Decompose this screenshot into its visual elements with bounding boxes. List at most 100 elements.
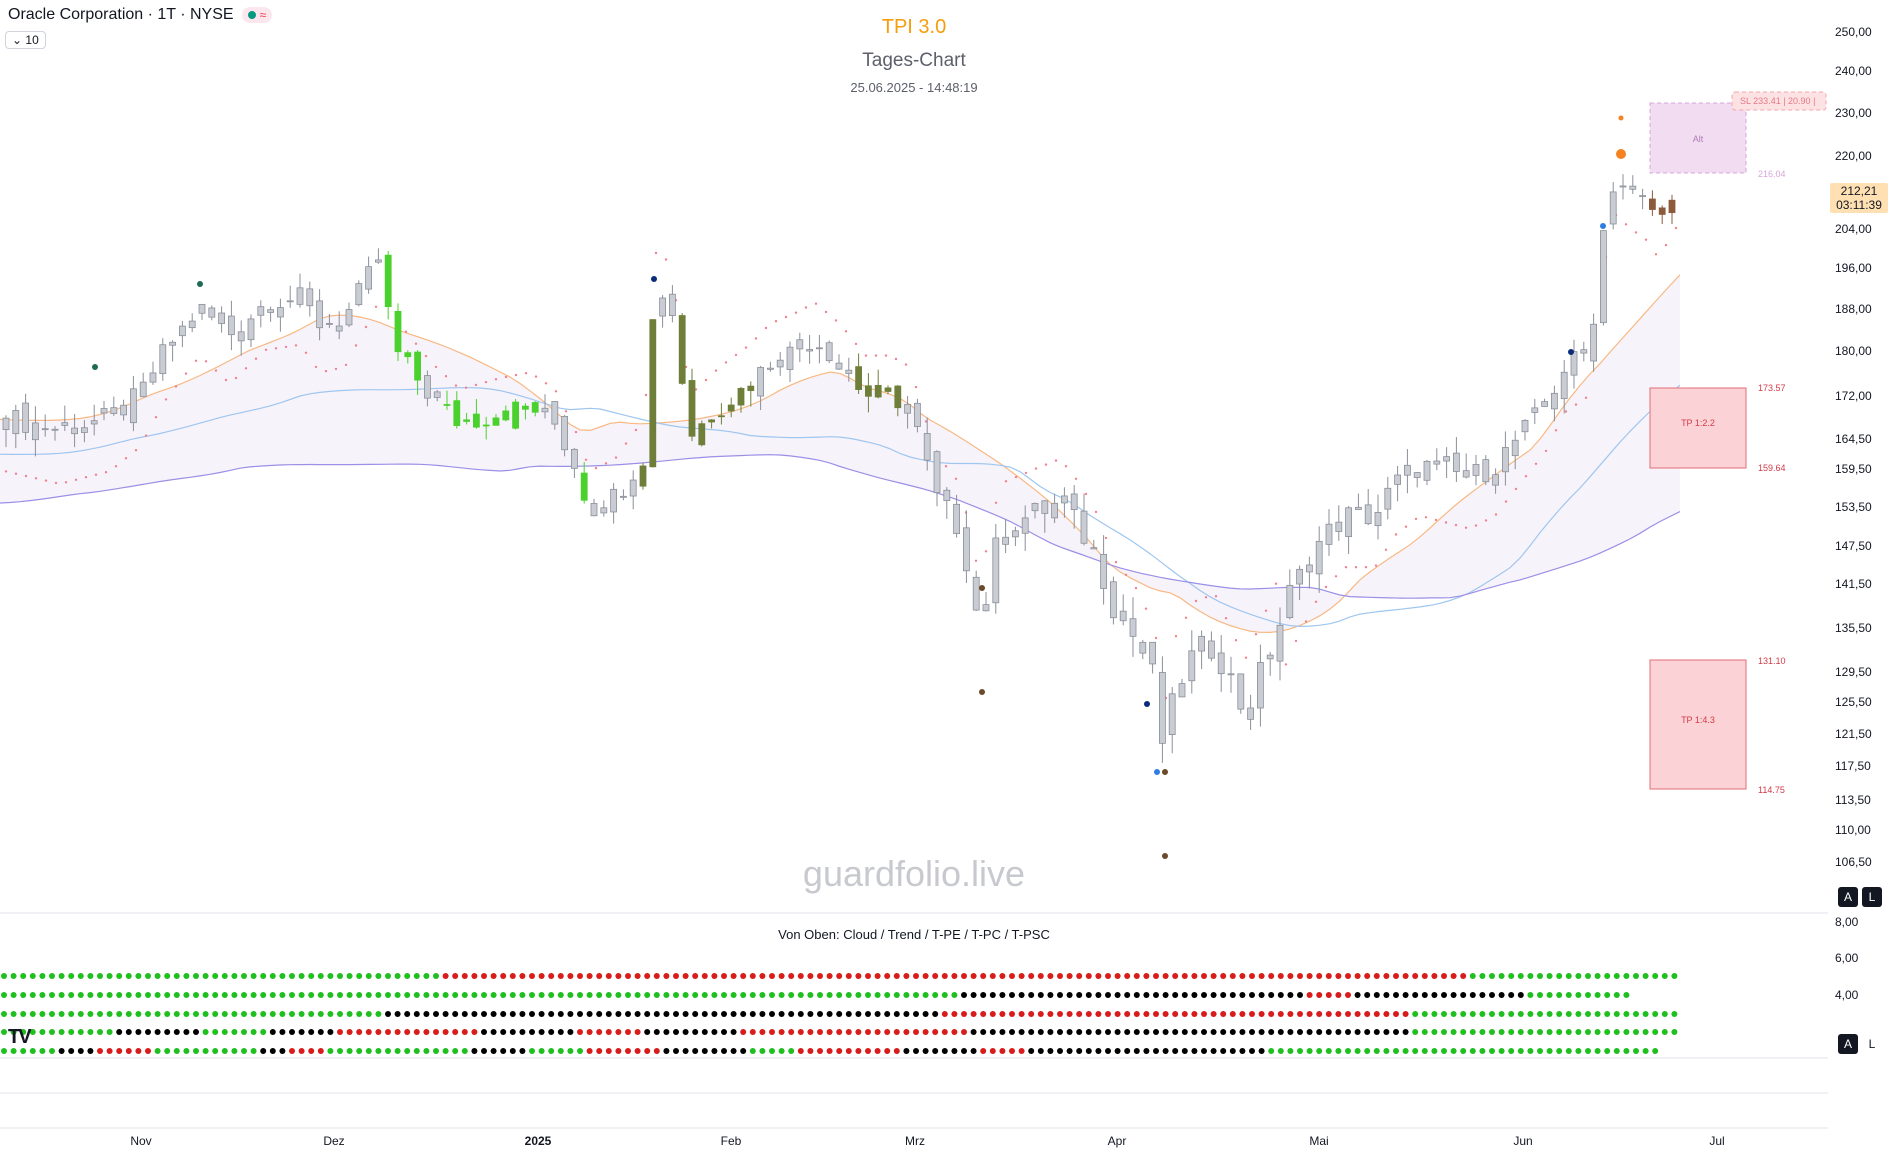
- signal-dot: [327, 992, 334, 998]
- candle: [1590, 313, 1597, 372]
- signal-dot: [1066, 1029, 1073, 1035]
- signal-dot: [615, 973, 622, 979]
- candle: [708, 419, 715, 429]
- signal-dot: [605, 992, 612, 998]
- signal-dot: [260, 992, 267, 998]
- signal-dot: [634, 973, 641, 979]
- signal-dot: [433, 992, 439, 998]
- signal-dot: [1613, 992, 1620, 998]
- candle-body: [933, 451, 941, 494]
- signal-dot: [596, 1048, 603, 1054]
- trailing-stop-dot: [764, 326, 768, 330]
- symbol-legend[interactable]: Oracle Corporation · 1T · NYSE ≈: [8, 6, 273, 24]
- trailing-stop-dot: [664, 258, 668, 261]
- signal-dot: [663, 992, 670, 998]
- signal-dot: [1210, 1048, 1217, 1054]
- signal-dot: [365, 1048, 372, 1054]
- alt-value-label: 216.04: [1758, 169, 1786, 179]
- signal-dot: [125, 992, 132, 998]
- candle-body: [698, 423, 706, 446]
- signal-dot: [1546, 1029, 1553, 1035]
- signal-dot: [1181, 992, 1188, 998]
- candle-body: [904, 404, 911, 414]
- signal-dot: [183, 1029, 190, 1035]
- log-scale-button[interactable]: L: [1862, 887, 1882, 907]
- signal-dot: [154, 1029, 161, 1035]
- signal-dot: [749, 1029, 756, 1035]
- signal-dot: [404, 973, 411, 979]
- signal-dot: [711, 992, 718, 998]
- signal-dot: [1277, 1029, 1284, 1035]
- chart-datetime: 25.06.2025 - 14:48:19: [850, 80, 978, 95]
- signal-dot: [567, 1048, 574, 1054]
- candle: [1413, 472, 1421, 488]
- signal-dot: [1095, 1029, 1102, 1035]
- trailing-stop-dot: [1434, 518, 1438, 522]
- signal-dot: [1239, 1029, 1246, 1035]
- trailing-stop-dot: [1424, 516, 1428, 519]
- candle-body: [1159, 672, 1166, 744]
- signal-dot: [1009, 1011, 1015, 1017]
- candle: [1570, 339, 1578, 389]
- signal-dot: [605, 1048, 612, 1054]
- signal-dot: [961, 973, 967, 979]
- signal-dot: [241, 1029, 247, 1035]
- signal-dot: [989, 1048, 996, 1054]
- candle-body: [1453, 452, 1460, 472]
- signal-dot: [1114, 1048, 1121, 1054]
- candle: [982, 591, 990, 612]
- signal-dot: [1613, 1011, 1620, 1017]
- signal-dot: [1489, 1048, 1495, 1054]
- signal-dot: [1133, 1029, 1140, 1035]
- candle-body: [1021, 517, 1029, 534]
- subpanel-auto-scale-button[interactable]: A: [1838, 1034, 1858, 1054]
- signal-dot: [1527, 1048, 1534, 1054]
- trailing-stop-dot: [74, 478, 78, 481]
- signal-dot: [989, 1029, 996, 1035]
- signal-dot: [778, 992, 785, 998]
- signal-dot: [644, 992, 651, 998]
- candle: [1560, 359, 1568, 414]
- signal-dot: [1527, 1011, 1534, 1017]
- price-axis-label: 141,50: [1835, 577, 1872, 591]
- signal-dot: [673, 992, 679, 998]
- signal-dot: [1383, 1011, 1390, 1017]
- signal-dot: [1172, 992, 1179, 998]
- signal-dot: [1431, 1048, 1438, 1054]
- signal-dot: [289, 992, 295, 998]
- signal-dot: [1172, 1048, 1179, 1054]
- signal-dot: [682, 992, 689, 998]
- signal-dot: [1181, 1029, 1188, 1035]
- tradingview-logo[interactable]: TV: [8, 1026, 32, 1048]
- signal-dot: [356, 1029, 363, 1035]
- market-status-badge[interactable]: ≈: [241, 7, 273, 23]
- indicator-collapse-button[interactable]: ⌄ 10: [5, 31, 46, 49]
- candle-body: [198, 303, 206, 314]
- signal-dot: [1306, 1048, 1313, 1054]
- candle-body: [1639, 195, 1646, 198]
- signal-dot: [673, 1011, 679, 1017]
- signal-dot: [49, 1029, 55, 1035]
- symbol-name[interactable]: Oracle Corporation · 1T · NYSE: [8, 6, 234, 23]
- subpanel-log-scale-button[interactable]: L: [1862, 1034, 1882, 1054]
- signal-dot: [212, 1029, 219, 1035]
- signal-dot: [557, 992, 564, 998]
- auto-scale-button[interactable]: A: [1838, 887, 1858, 907]
- signal-dot: [721, 1011, 727, 1017]
- signal-dot: [1469, 1029, 1476, 1035]
- signal-dot: [903, 973, 910, 979]
- trailing-stop-dot: [944, 465, 948, 468]
- candle: [737, 386, 745, 413]
- signal-dot: [29, 973, 36, 979]
- signal-dot: [1105, 1048, 1111, 1054]
- signal-dot: [577, 1011, 583, 1017]
- watermark: guardfolio.live: [802, 853, 1026, 894]
- signal-dot: [730, 1011, 737, 1017]
- candle-body: [825, 342, 833, 362]
- candle: [580, 462, 588, 504]
- signal-dot: [250, 992, 257, 998]
- signal-dot: [865, 992, 871, 998]
- signal-dot: [346, 992, 353, 998]
- signal-dot: [481, 1029, 487, 1035]
